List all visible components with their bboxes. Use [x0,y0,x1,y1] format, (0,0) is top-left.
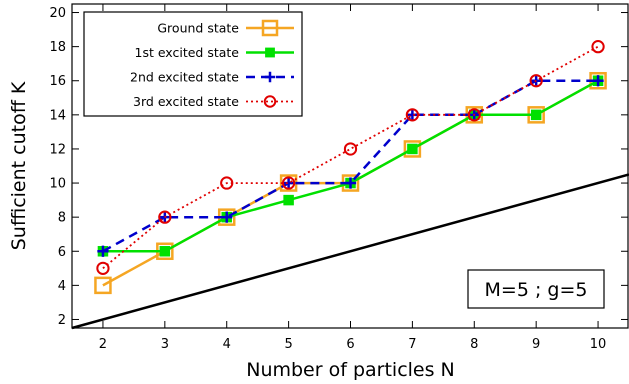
x-tick-label-5: 5 [284,337,292,352]
legend-label-0: Ground state [157,21,239,36]
marker-1st-excited-state-legend-1 [265,47,275,58]
marker-2nd-excited-state-4 [344,177,357,189]
marker-3rd-excited-state-8 [591,40,605,54]
annotation-box: M=5 ; g=5 [467,269,605,309]
marker-2nd-excited-state-0 [97,245,109,257]
marker-2nd-excited-state-3 [282,177,295,189]
y-tick-label-16: 16 [49,74,66,89]
x-axis-title: Number of particles N [246,359,455,381]
marker-1st-excited-state-7 [530,109,542,121]
x-tick-label-8: 8 [470,337,478,352]
y-tick-label-20: 20 [49,6,66,21]
y-tick-label-6: 6 [58,245,66,260]
x-tick-label-6: 6 [346,337,354,352]
y-tick-label-4: 4 [58,279,66,294]
series-line-reference [71,173,629,330]
y-tick-label-14: 14 [49,108,66,123]
legend-label-3: 3rd excited state [133,94,239,109]
series-reference-line [71,173,629,330]
x-tick-label-4: 4 [223,337,231,352]
marker-1st-excited-state-3 [283,194,294,206]
plot-frame [71,3,629,329]
x-tick-label-7: 7 [408,337,416,352]
annotation-frame [467,269,605,309]
marker-3rd-excited-state-5 [405,108,420,122]
legend: Ground state 1st excited state 2nd excited… [83,11,303,117]
series-layer [71,40,629,330]
x-tick-label-2: 2 [99,337,107,352]
annotation-text: M=5 ; g=5 [485,279,588,301]
y-tick-label-12: 12 [49,142,66,157]
marker-3rd-excited-state-7 [529,74,543,88]
x-tick-label-3: 3 [161,337,169,352]
legend-label-1: 1st excited state [135,45,240,60]
marker-3rd-excited-state-1 [158,210,172,224]
marker-3rd-excited-state-legend-3 [263,95,277,108]
y-tick-label-2: 2 [58,313,66,328]
y-tick-label-8: 8 [58,211,66,226]
series-line-2nd-excited-state [102,79,599,253]
axis-ticks: 2 3 4 5 6 7 8 9 10 2 4 6 8 10 12 14 16 18 20 [49,4,628,352]
y-tick-label-10: 10 [49,177,66,192]
marker-3rd-excited-state-4 [343,142,358,156]
x-tick-label-9: 9 [532,337,540,352]
marker-2nd-excited-state-5 [406,109,419,121]
marker-2nd-excited-state-8 [592,75,604,87]
y-axis-title: Sufficient cutoff K [8,81,30,250]
marker-3rd-excited-state-2 [220,176,234,190]
series-3rd-excited-state [96,40,605,275]
legend-label-2: 2nd excited state [130,70,239,85]
marker-3rd-excited-state-0 [96,261,110,275]
marker-ground-state-0 [94,276,112,295]
marker-1st-excited-state-5 [407,143,418,155]
x-tick-label-10: 10 [590,337,607,352]
marker-3rd-excited-state-6 [467,108,481,122]
marker-ground-state-legend-0 [261,19,279,37]
marker-1st-excited-state-1 [159,246,171,257]
marker-2nd-excited-state-2 [221,211,233,223]
marker-ground-state-5 [403,140,422,158]
marker-3rd-excited-state-3 [281,176,296,190]
y-tick-label-18: 18 [49,40,66,55]
series-2nd-excited-state [97,75,604,257]
marker-2nd-excited-state-legend-2 [264,71,276,83]
